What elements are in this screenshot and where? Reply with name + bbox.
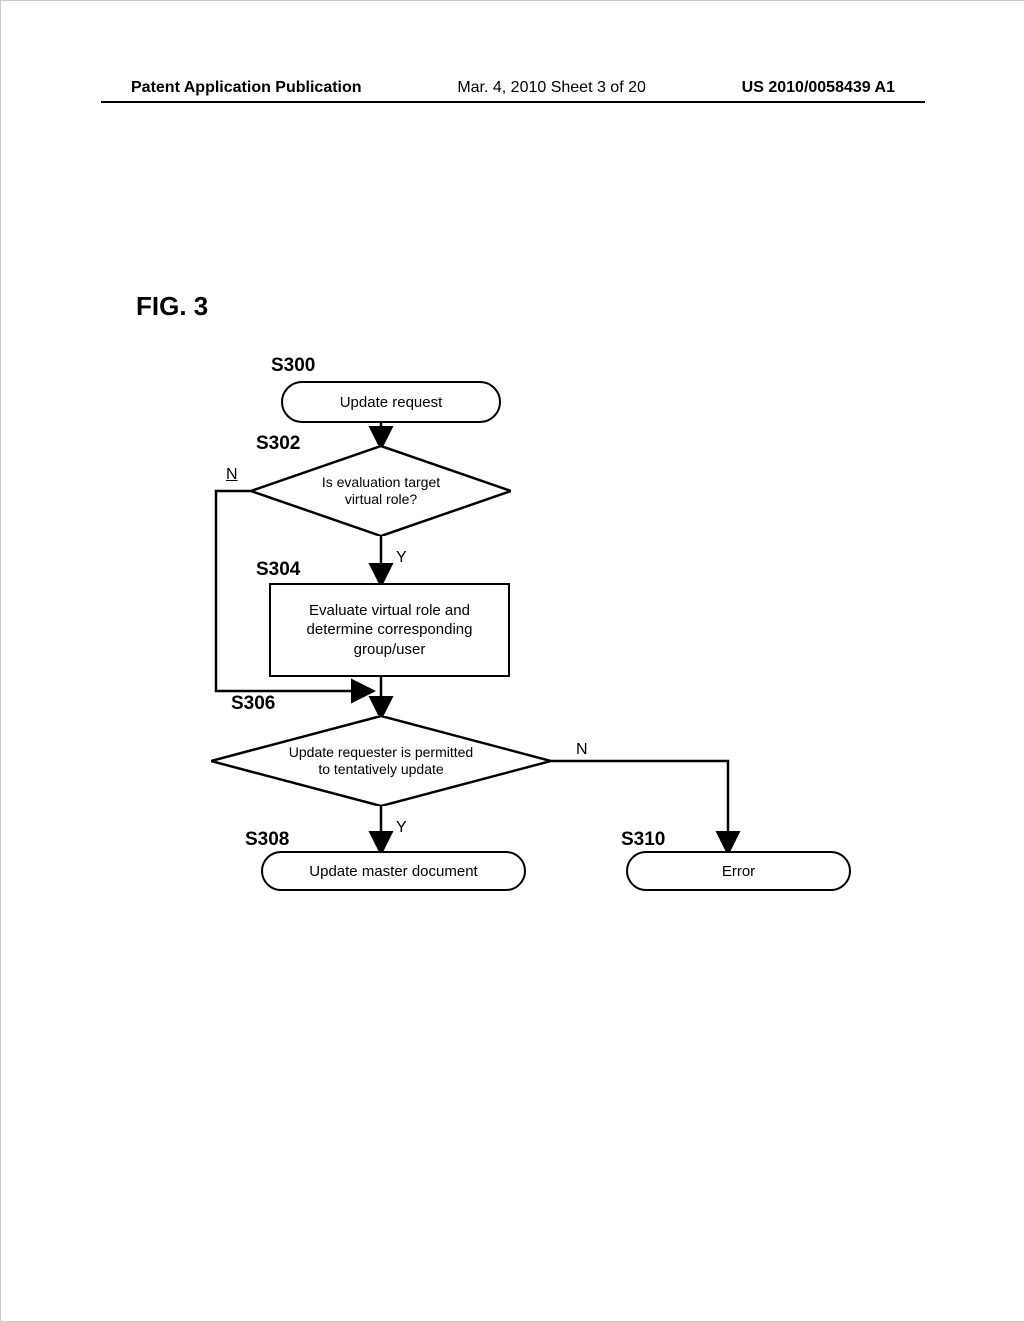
node-s302-text: Is evaluation target virtual role? (251, 474, 511, 508)
node-s310: Error (626, 851, 851, 891)
figure-label: FIG. 3 (136, 291, 208, 322)
step-label-s308: S308 (245, 829, 289, 851)
node-s308: Update master document (261, 851, 526, 891)
header-right: US 2010/0058439 A1 (742, 79, 895, 97)
flowchart-diagram: S300 S302 S304 S306 S308 S310 Update req… (1, 351, 1024, 971)
page-header: Patent Application Publication Mar. 4, 2… (1, 79, 1024, 97)
node-s302: Is evaluation target virtual role? (251, 446, 511, 536)
page: Patent Application Publication Mar. 4, 2… (0, 0, 1024, 1322)
node-s304-text: Evaluate virtual role and determine corr… (307, 601, 473, 660)
node-s304: Evaluate virtual role and determine corr… (269, 583, 510, 677)
header-rule (101, 101, 925, 103)
step-label-s306: S306 (231, 693, 275, 715)
node-s310-text: Error (722, 863, 755, 880)
node-s306-text: Update requester is permitted to tentati… (211, 744, 551, 778)
node-s300-text: Update request (340, 394, 443, 411)
edge-label-s302-n: N (226, 466, 238, 484)
step-label-s300: S300 (271, 355, 315, 377)
edge-label-s306-y: Y (396, 819, 407, 837)
node-s306: Update requester is permitted to tentati… (211, 716, 551, 806)
step-label-s310: S310 (621, 829, 665, 851)
step-label-s304: S304 (256, 559, 300, 581)
node-s300: Update request (281, 381, 501, 423)
header-mid: Mar. 4, 2010 Sheet 3 of 20 (457, 79, 646, 97)
node-s308-text: Update master document (309, 863, 477, 880)
edge-label-s306-n: N (576, 741, 588, 759)
edge-label-s302-y: Y (396, 549, 407, 567)
header-left: Patent Application Publication (131, 79, 362, 97)
